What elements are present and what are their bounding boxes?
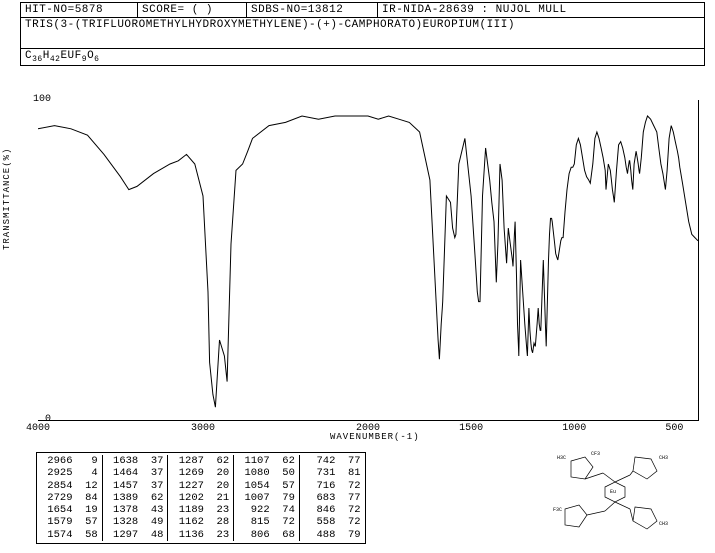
- header-block: HIT-NO=5878 SCORE= ( ) SDBS-NO=13812 IR-…: [20, 2, 705, 66]
- peak-row: 1389 62: [107, 492, 164, 504]
- peak-row: 1007 79: [238, 492, 295, 504]
- peak-table: 2966 9 2925 4 2854 12 2729 84 1654 19 15…: [36, 452, 366, 544]
- x-tick: 3000: [191, 423, 215, 434]
- sdbs-no: SDBS-NO=13812: [247, 3, 378, 17]
- x-tick: 1000: [562, 423, 586, 434]
- peak-row: 922 74: [238, 504, 295, 516]
- peak-row: 815 72: [238, 516, 295, 528]
- x-tick: 2000: [356, 423, 380, 434]
- peak-column: 1638 37 1464 37 1457 37 1389 62 1378 43 …: [103, 455, 169, 541]
- peak-column: 2966 9 2925 4 2854 12 2729 84 1654 19 15…: [37, 455, 103, 541]
- peak-row: 683 77: [304, 492, 361, 504]
- structure-diagram: H3C CH3 CH3 CF3 F3C Eu: [535, 449, 685, 539]
- peak-row: 2966 9: [41, 455, 98, 467]
- peak-row: 1202 21: [172, 492, 229, 504]
- peak-row: 742 77: [304, 455, 361, 467]
- peak-row: 2854 12: [41, 480, 98, 492]
- peak-row: 1328 49: [107, 516, 164, 528]
- peak-column: 1287 62 1269 20 1227 20 1202 21 1189 23 …: [168, 455, 234, 541]
- peak-row: 1638 37: [107, 455, 164, 467]
- svg-text:CF3: CF3: [591, 451, 600, 457]
- peak-row: 1080 50: [238, 467, 295, 479]
- peak-row: 1054 57: [238, 480, 295, 492]
- spectrum-line: [38, 100, 698, 420]
- x-tick: 500: [665, 423, 683, 434]
- y-axis-label: TRANSMITTANCE(%): [2, 148, 12, 250]
- svg-text:H3C: H3C: [557, 455, 566, 461]
- peak-row: 1378 43: [107, 504, 164, 516]
- peak-row: 716 72: [304, 480, 361, 492]
- spectrum-chart: [38, 100, 699, 421]
- x-tick: 1500: [459, 423, 483, 434]
- peak-row: 731 81: [304, 467, 361, 479]
- peak-row: 1287 62: [172, 455, 229, 467]
- svg-text:Eu: Eu: [610, 489, 616, 495]
- peak-row: 2729 84: [41, 492, 98, 504]
- peak-row: 558 72: [304, 516, 361, 528]
- peak-row: 1464 37: [107, 467, 164, 479]
- peak-row: 488 79: [304, 529, 361, 541]
- peak-row: 1269 20: [172, 467, 229, 479]
- peak-row: 1654 19: [41, 504, 98, 516]
- x-tick: 4000: [26, 423, 50, 434]
- score: SCORE= ( ): [138, 3, 247, 17]
- peak-row: 806 68: [238, 529, 295, 541]
- peak-row: 1107 62: [238, 455, 295, 467]
- peak-row: 1297 48: [107, 529, 164, 541]
- peak-row: 1574 58: [41, 529, 98, 541]
- ir-code: IR-NIDA-28639 : NUJOL MULL: [378, 3, 704, 17]
- peak-row: 2925 4: [41, 467, 98, 479]
- peak-row: 1227 20: [172, 480, 229, 492]
- peak-column: 742 77 731 81 716 72 683 77 846 72 558 7…: [300, 455, 365, 541]
- peak-row: 1136 23: [172, 529, 229, 541]
- peak-row: 1189 23: [172, 504, 229, 516]
- peak-row: 1457 37: [107, 480, 164, 492]
- svg-text:CH3: CH3: [659, 521, 668, 527]
- hit-no: HIT-NO=5878: [21, 3, 138, 17]
- peak-row: 846 72: [304, 504, 361, 516]
- compound-name: TRIS(3-(TRIFLUOROMETHYLHYDROXYMETHYLENE)…: [21, 18, 704, 48]
- peak-column: 1107 62 1080 50 1054 57 1007 79 922 74 8…: [234, 455, 300, 541]
- svg-text:F3C: F3C: [553, 507, 562, 513]
- molecular-formula: C36H42EUF9O6: [21, 49, 704, 65]
- y-tick: 100: [33, 94, 51, 105]
- peak-row: 1162 28: [172, 516, 229, 528]
- peak-row: 1579 57: [41, 516, 98, 528]
- svg-text:CH3: CH3: [659, 455, 668, 461]
